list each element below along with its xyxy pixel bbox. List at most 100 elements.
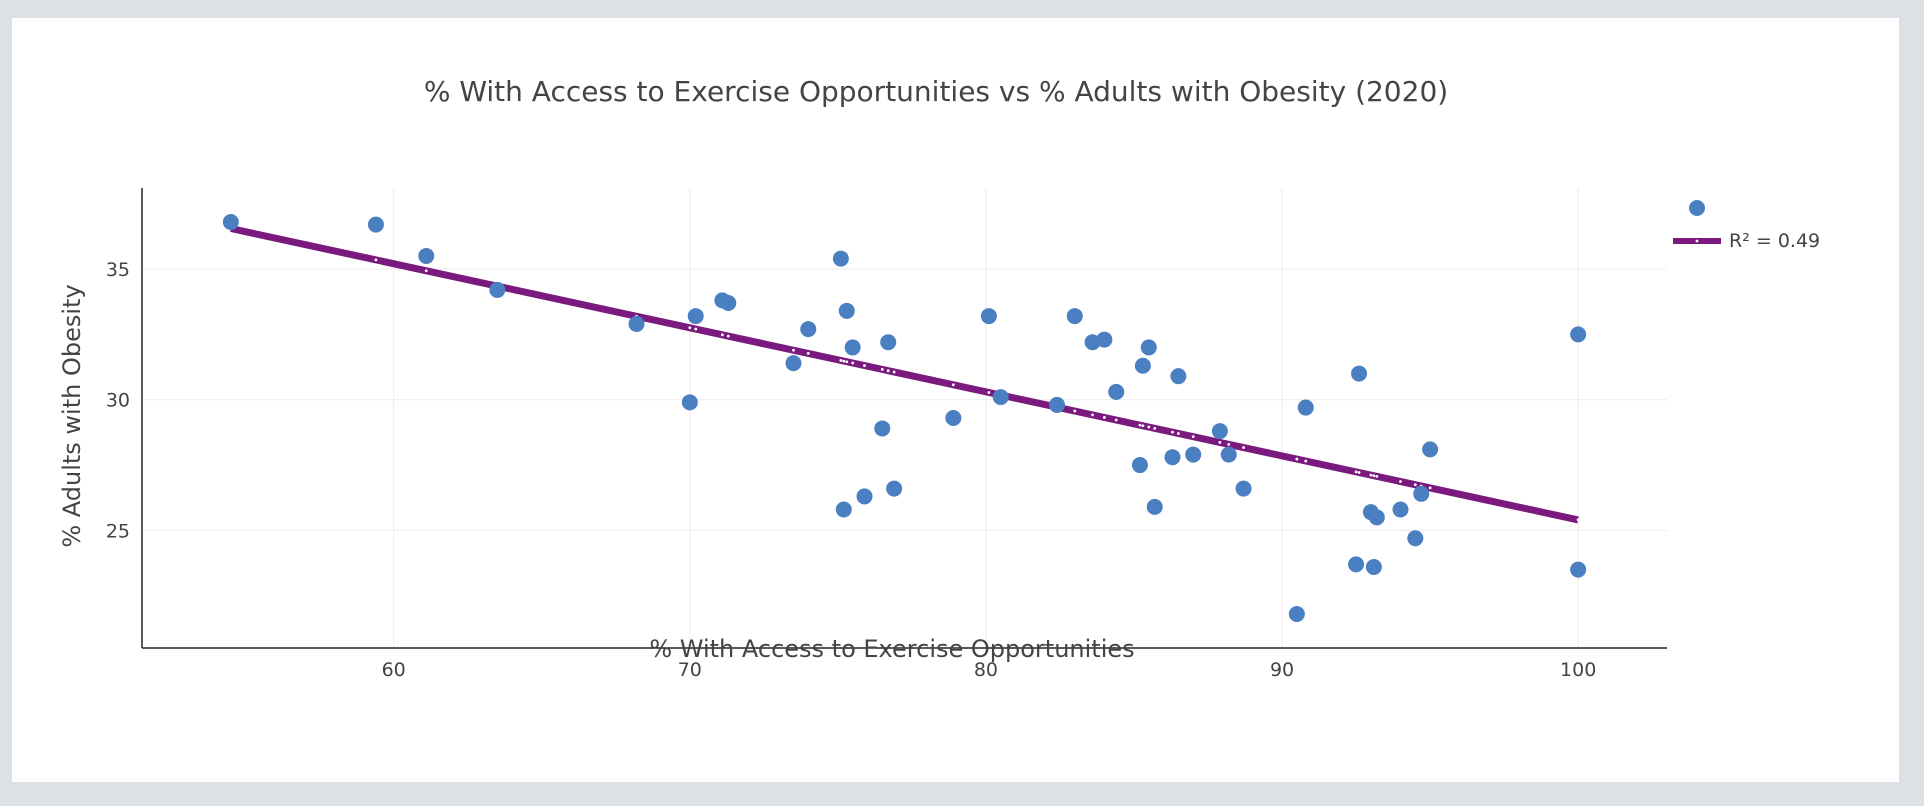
trendline-marker (839, 359, 843, 362)
data-point[interactable] (489, 281, 506, 298)
data-point[interactable] (1140, 339, 1157, 356)
data-point[interactable] (838, 302, 855, 319)
data-point[interactable] (1066, 308, 1083, 325)
trendline-marker (1357, 471, 1361, 474)
trendline-marker (880, 368, 884, 371)
trendline-marker (1153, 426, 1157, 430)
points-layer (222, 213, 1587, 623)
x-tick-label: 60 (382, 659, 406, 681)
data-point[interactable] (1570, 326, 1587, 343)
data-point[interactable] (1134, 357, 1151, 374)
trendline-marker (951, 383, 955, 387)
trendline-marker (1138, 423, 1142, 427)
data-point[interactable] (880, 334, 897, 351)
trendline-marker (1114, 418, 1118, 422)
data-point[interactable] (800, 321, 817, 338)
trendline[interactable] (230, 225, 1579, 524)
trendline-marker (1372, 474, 1376, 478)
trendline-marker (1227, 442, 1231, 446)
data-point[interactable] (418, 247, 435, 264)
trendline-marker (1141, 424, 1145, 428)
trendline-marker (424, 269, 428, 273)
data-point[interactable] (1131, 457, 1148, 474)
data-point[interactable] (628, 315, 645, 332)
data-point[interactable] (785, 355, 802, 372)
trendline-marker (1295, 457, 1299, 461)
trendline-marker (1191, 435, 1195, 439)
data-point[interactable] (1392, 501, 1409, 518)
trendline-marker (1369, 473, 1373, 477)
trendline-marker (726, 334, 730, 338)
data-point[interactable] (844, 339, 861, 356)
trendline-marker (374, 258, 378, 262)
data-point[interactable] (980, 308, 997, 325)
data-point[interactable] (1365, 558, 1382, 575)
y-tick-label: 35 (106, 259, 130, 281)
trendline-marker (1102, 416, 1106, 419)
data-point[interactable] (835, 501, 852, 518)
data-point[interactable] (1170, 368, 1187, 385)
data-point[interactable] (1211, 423, 1228, 440)
data-point[interactable] (1049, 396, 1065, 413)
data-point[interactable] (1368, 509, 1385, 526)
data-point[interactable] (886, 480, 903, 497)
trendline-marker (1428, 486, 1432, 490)
data-point[interactable] (832, 250, 849, 267)
trendline-marker (845, 360, 849, 364)
trendline-marker (806, 352, 810, 355)
legend-item-trendline[interactable]: R² = 0.49 (1673, 230, 1820, 252)
trendline-marker (851, 361, 855, 365)
trendline-marker (1375, 474, 1379, 478)
trendline-marker (892, 370, 896, 374)
trendline-marker (987, 391, 991, 394)
data-point[interactable] (687, 308, 704, 325)
data-point[interactable] (367, 216, 384, 233)
data-point[interactable] (856, 488, 873, 505)
data-point[interactable] (1096, 331, 1113, 348)
data-point[interactable] (1235, 480, 1252, 497)
data-point[interactable] (1348, 556, 1365, 573)
data-point[interactable] (1164, 449, 1181, 466)
trendline-marker (1091, 413, 1094, 417)
data-point[interactable] (945, 410, 962, 426)
legend[interactable]: R² = 0.49 (1673, 200, 1820, 252)
data-point[interactable] (1108, 383, 1125, 400)
chart-card: % With Access to Exercise Opportunities … (12, 18, 1899, 782)
x-axis-title: % With Access to Exercise Opportunities (649, 635, 1134, 663)
y-tick-label: 25 (106, 520, 130, 542)
data-point[interactable] (1570, 561, 1587, 578)
legend-marker-points[interactable] (1689, 200, 1705, 216)
x-tick-label: 80 (974, 659, 998, 681)
grid-lines (142, 188, 1667, 648)
data-point[interactable] (874, 420, 891, 437)
data-point[interactable] (992, 389, 1009, 406)
legend-swatch-dot (1695, 239, 1699, 243)
data-point[interactable] (1288, 606, 1305, 623)
data-point[interactable] (681, 394, 698, 411)
data-point[interactable] (1185, 446, 1202, 463)
trendline-marker (1576, 518, 1580, 522)
trendline-marker (1177, 432, 1180, 435)
data-point[interactable] (1297, 399, 1314, 416)
data-point[interactable] (1422, 441, 1439, 458)
y-tick-label: 30 (106, 390, 130, 412)
data-point[interactable] (720, 295, 737, 311)
trendline-marker (842, 359, 846, 363)
data-point[interactable] (1351, 365, 1368, 382)
chart-title: % With Access to Exercise Opportunities … (424, 75, 1448, 108)
data-point[interactable] (222, 213, 239, 230)
x-tick-label: 100 (1560, 659, 1596, 681)
x-tick-label: 70 (678, 659, 702, 681)
trendline-marker (720, 333, 724, 337)
data-point[interactable] (1413, 485, 1430, 502)
trendline-marker (886, 369, 890, 373)
trendline-marker (1218, 441, 1222, 444)
data-point[interactable] (1407, 530, 1424, 547)
trendline-marker (1242, 446, 1245, 449)
x-tick-labels: 60 70 80 90 100 (382, 659, 1597, 681)
trendline-marker (1399, 480, 1402, 483)
legend-label-trendline: R² = 0.49 (1729, 230, 1820, 252)
y-tick-labels: 25 30 35 (106, 259, 130, 542)
data-point[interactable] (1146, 498, 1163, 515)
data-point[interactable] (1220, 446, 1237, 463)
